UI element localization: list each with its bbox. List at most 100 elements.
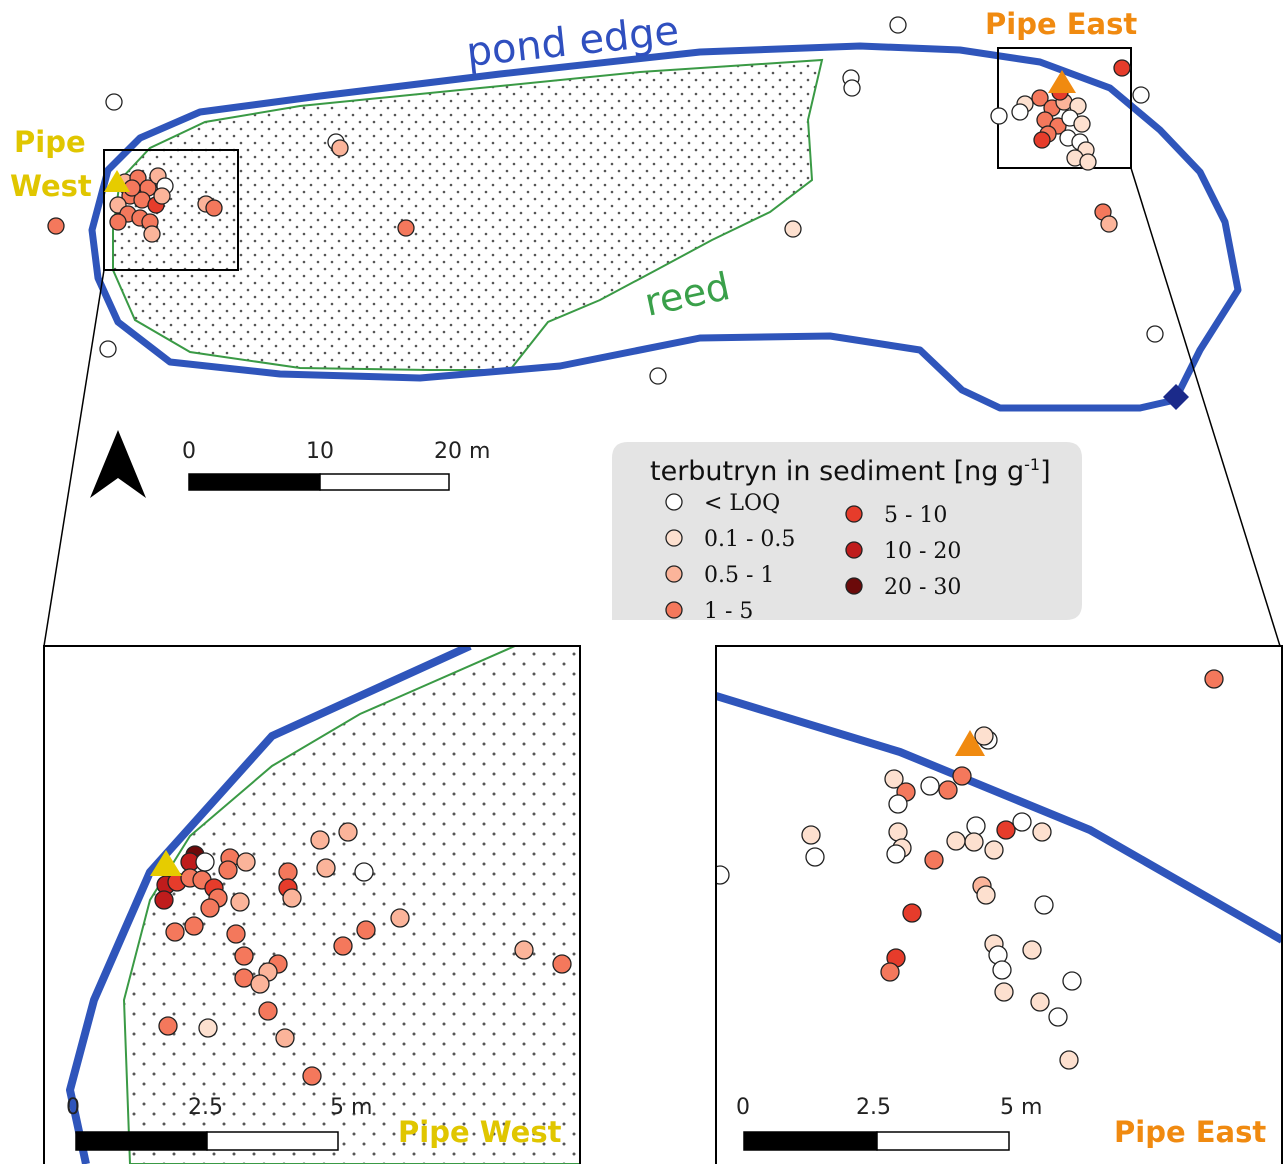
sample-point xyxy=(198,1018,218,1038)
sample-point xyxy=(514,940,534,960)
sample-point xyxy=(338,822,358,842)
sample-point xyxy=(1030,992,1050,1012)
scale-main-tick-20: 20 m xyxy=(434,439,490,464)
sample-point xyxy=(1100,215,1118,233)
zoom-box-west xyxy=(103,149,239,271)
sample-point xyxy=(552,954,572,974)
sample-point xyxy=(354,862,374,882)
sample-point xyxy=(278,862,298,882)
sample-point xyxy=(1011,103,1029,121)
sample-point xyxy=(99,340,117,358)
sample-point xyxy=(165,922,185,942)
pipe-west-marker-icon xyxy=(104,170,130,192)
scale-east-tick-0: 0 xyxy=(736,1095,750,1120)
sample-point xyxy=(234,968,254,988)
sample-point xyxy=(920,776,940,796)
inset-east-pond-edge xyxy=(716,692,1282,944)
scale-east-tick-2-5: 2.5 xyxy=(856,1095,891,1120)
legend-swatch xyxy=(665,565,683,583)
legend-swatch xyxy=(665,601,683,619)
sample-point xyxy=(1031,89,1049,107)
sample-point xyxy=(109,213,127,231)
sample-point xyxy=(880,962,900,982)
scale-west-tick-2-5: 2.5 xyxy=(188,1095,223,1120)
sample-point xyxy=(184,916,204,936)
inset-pipe-west: 0 2.5 5 m Pipe West xyxy=(43,645,581,1164)
sample-point xyxy=(886,844,906,864)
sample-point xyxy=(258,1001,278,1021)
sample-point xyxy=(1034,895,1054,915)
sample-point xyxy=(716,865,730,885)
sample-point xyxy=(158,1016,178,1036)
main-map: pond edge reed Pipe West Pipe East 0 10 … xyxy=(10,7,1281,647)
legend-swatch xyxy=(845,577,863,595)
sample-point xyxy=(331,139,349,157)
sample-point xyxy=(924,850,944,870)
legend-label: 0.5 - 1 xyxy=(704,563,774,588)
sample-point xyxy=(976,885,996,905)
sample-point xyxy=(1059,1050,1079,1070)
sample-point xyxy=(230,892,250,912)
scale-bar-inset-west: 0 2.5 5 m xyxy=(66,1095,372,1151)
scale-main-tick-0: 0 xyxy=(182,439,196,464)
north-arrow-icon xyxy=(90,430,146,498)
inset-west-pipe-marker-icon xyxy=(150,850,182,876)
legend-swatch xyxy=(845,505,863,523)
sample-point xyxy=(1073,115,1091,133)
inset-pipe-east: 0 2.5 5 m Pipe East xyxy=(715,645,1283,1164)
sample-point xyxy=(884,769,904,789)
pipe-east-marker-icon xyxy=(1048,70,1076,93)
scale-west-tick-0: 0 xyxy=(66,1095,80,1120)
sample-point xyxy=(649,367,667,385)
inset-west-pond-edge xyxy=(66,646,472,1164)
sample-point xyxy=(250,974,270,994)
sample-point xyxy=(236,852,256,872)
sample-point xyxy=(195,852,215,872)
sample-point xyxy=(390,908,410,928)
sample-point xyxy=(888,794,908,814)
sample-point xyxy=(105,93,123,111)
sample-point xyxy=(1012,812,1032,832)
sample-point xyxy=(1022,940,1042,960)
sample-point xyxy=(805,847,825,867)
sample-point xyxy=(952,766,972,786)
sample-point xyxy=(275,1028,295,1048)
legend-label: 5 - 10 xyxy=(884,503,947,528)
sample-point xyxy=(1032,822,1052,842)
main-sample-points xyxy=(47,16,1164,385)
legend-background xyxy=(612,442,1082,620)
sample-point xyxy=(316,858,336,878)
scale-bar-main: 0 10 20 m xyxy=(182,439,490,491)
sample-point xyxy=(153,187,171,205)
sample-point xyxy=(994,982,1014,1002)
legend-label: 0.1 - 0.5 xyxy=(704,527,795,552)
pipe-west-label-top: Pipe xyxy=(14,125,86,159)
leader-line-west xyxy=(43,269,105,647)
sample-point xyxy=(1079,153,1097,171)
sample-point xyxy=(996,820,1016,840)
sample-point xyxy=(784,220,802,238)
legend-swatch xyxy=(665,493,683,511)
sample-point xyxy=(205,199,223,217)
sample-point xyxy=(234,946,254,966)
sample-point xyxy=(984,840,1004,860)
sample-point xyxy=(310,830,330,850)
scale-west-tick-5: 5 m xyxy=(330,1095,372,1120)
reed-area xyxy=(112,58,824,371)
sample-point xyxy=(1069,97,1087,115)
sample-point xyxy=(1048,1007,1068,1027)
sample-point xyxy=(218,860,238,880)
inset-west-title: Pipe West xyxy=(398,1115,562,1149)
sample-point xyxy=(1062,971,1082,991)
sample-point xyxy=(397,219,415,237)
sample-point xyxy=(843,79,861,97)
pipe-west-label-bottom: West xyxy=(10,169,92,203)
legend-label: 1 - 5 xyxy=(704,599,753,624)
sample-point xyxy=(143,225,161,243)
inset-west-reed-area xyxy=(122,646,580,1164)
sample-point xyxy=(888,822,908,842)
inset-west-sample-points xyxy=(154,822,572,1086)
sample-point xyxy=(356,920,376,940)
sample-point xyxy=(938,780,958,800)
